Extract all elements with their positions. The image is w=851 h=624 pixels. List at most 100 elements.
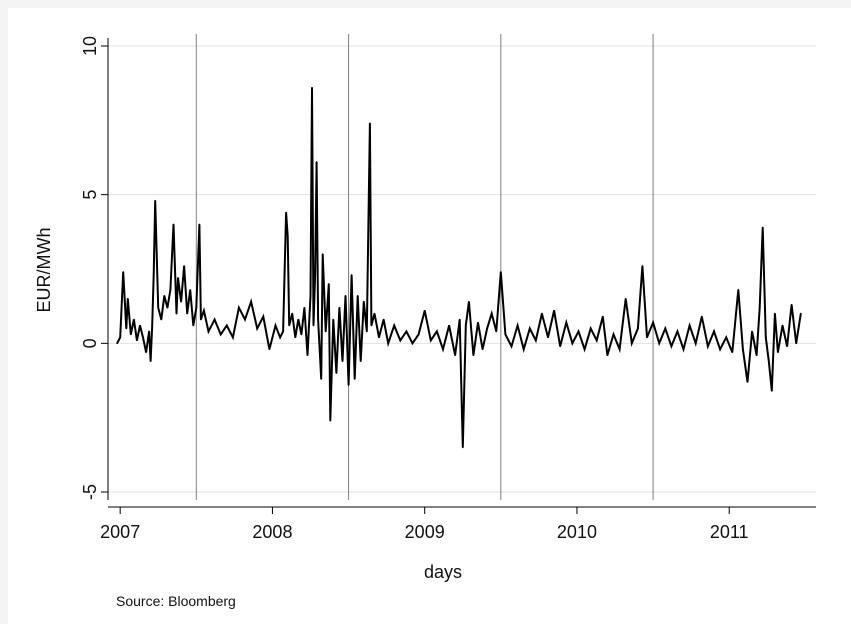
data-point xyxy=(461,446,464,449)
data-point xyxy=(472,354,475,357)
y-tick-label: 10 xyxy=(80,36,100,56)
data-point xyxy=(768,360,770,362)
data-point xyxy=(510,345,513,348)
data-point xyxy=(731,351,734,354)
data-point xyxy=(359,360,362,362)
data-point xyxy=(136,339,138,342)
y-tick-label: -5 xyxy=(80,484,100,500)
data-point xyxy=(306,354,309,357)
data-point xyxy=(288,324,290,327)
axes xyxy=(107,38,816,508)
data-point xyxy=(777,351,779,354)
data-point xyxy=(294,336,297,339)
data-point xyxy=(559,345,562,348)
data-point xyxy=(317,318,319,321)
data-point xyxy=(195,306,198,309)
data-point xyxy=(369,122,371,125)
x-axis-title: days xyxy=(424,562,462,582)
data-point xyxy=(393,324,396,327)
data-point xyxy=(139,324,141,327)
data-point xyxy=(180,300,182,303)
data-point xyxy=(764,336,767,339)
data-point xyxy=(652,321,654,324)
x-tick-label: 2007 xyxy=(100,522,140,542)
data-point xyxy=(297,318,300,321)
data-point xyxy=(282,330,284,333)
data-point xyxy=(458,318,461,321)
data-point xyxy=(758,306,761,309)
data-point xyxy=(166,306,169,309)
data-point xyxy=(646,336,648,339)
data-point xyxy=(405,330,408,333)
data-point xyxy=(203,309,205,312)
data-point xyxy=(122,271,125,273)
data-point xyxy=(641,265,644,267)
data-point xyxy=(344,294,347,297)
data-point xyxy=(790,303,793,306)
data-point xyxy=(637,327,639,330)
data-point xyxy=(172,223,175,226)
data-point xyxy=(781,324,784,327)
data-point xyxy=(152,274,155,276)
data-point xyxy=(347,384,350,386)
data-point xyxy=(279,336,281,339)
tick-labels: -5 0 5 10 2007 2008 2009 2010 2011 xyxy=(80,36,749,542)
data-point xyxy=(189,289,192,291)
data-point xyxy=(411,342,414,345)
x-tick-label: 2009 xyxy=(405,522,445,542)
data-point xyxy=(320,378,322,380)
data-point xyxy=(256,327,259,330)
data-point xyxy=(486,327,488,330)
data-point xyxy=(547,336,549,339)
data-point xyxy=(664,327,667,330)
data-point xyxy=(725,336,727,339)
y-tick-label: 0 xyxy=(80,338,100,348)
data-point xyxy=(200,318,202,321)
data-point xyxy=(207,330,210,333)
data-point xyxy=(541,312,543,315)
data-point xyxy=(321,253,324,255)
data-point xyxy=(746,381,749,383)
series-line xyxy=(116,87,802,448)
data-point xyxy=(169,289,172,291)
data-point xyxy=(387,342,389,345)
data-point xyxy=(719,348,721,351)
data-point xyxy=(577,330,580,333)
data-point xyxy=(198,223,201,226)
data-point xyxy=(303,306,306,309)
data-point xyxy=(490,312,493,315)
data-point xyxy=(465,324,467,327)
data-point xyxy=(771,390,773,392)
data-point xyxy=(589,327,592,330)
data-point xyxy=(142,336,144,339)
data-point xyxy=(612,333,615,336)
data-point xyxy=(312,324,315,327)
data-point xyxy=(116,342,118,345)
data-point xyxy=(285,211,287,214)
data-point xyxy=(268,348,271,351)
data-point xyxy=(213,318,216,321)
data-point xyxy=(286,235,289,238)
x-tick-label: 2008 xyxy=(252,522,292,542)
data-point xyxy=(436,330,438,333)
data-point xyxy=(362,300,365,303)
y-tick-label: 5 xyxy=(80,190,100,200)
data-point xyxy=(250,300,252,303)
data-point xyxy=(238,306,240,309)
data-point xyxy=(329,419,332,422)
data-point xyxy=(454,354,456,357)
data-point xyxy=(356,294,359,297)
data-point xyxy=(125,327,128,330)
data-point xyxy=(160,318,163,321)
data-point xyxy=(315,161,318,163)
data-point xyxy=(186,312,188,315)
data-point xyxy=(761,226,764,229)
data-point xyxy=(232,336,234,339)
data-point xyxy=(148,330,150,333)
data-point xyxy=(350,274,353,276)
data-point xyxy=(126,297,129,300)
data-point xyxy=(151,324,153,327)
data-point xyxy=(481,348,484,351)
data-point xyxy=(713,330,715,333)
data-point xyxy=(341,360,344,362)
